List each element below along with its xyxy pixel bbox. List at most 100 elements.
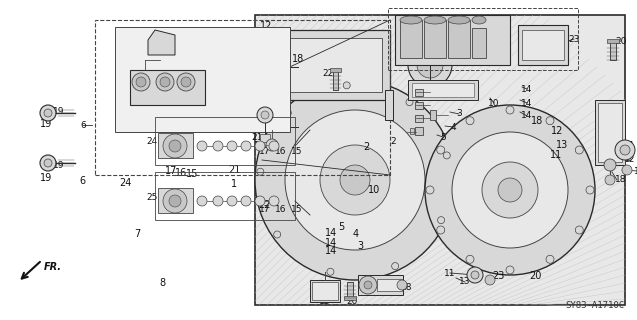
Bar (472, 28, 486, 58)
Bar (330, 68, 341, 72)
Circle shape (343, 82, 350, 89)
Bar (598, 103, 622, 162)
Text: 8: 8 (159, 278, 166, 288)
Text: 15: 15 (186, 98, 199, 108)
Text: 24: 24 (147, 137, 157, 146)
Bar (408, 80, 478, 100)
Text: 4: 4 (352, 228, 359, 239)
Text: 1: 1 (231, 179, 238, 189)
Bar (260, 134, 270, 142)
Text: 11: 11 (444, 268, 455, 277)
Circle shape (327, 268, 334, 275)
Circle shape (132, 73, 150, 91)
Text: 24: 24 (119, 178, 132, 188)
Circle shape (257, 168, 264, 175)
Text: 12: 12 (319, 298, 331, 307)
Bar (522, 30, 564, 60)
Circle shape (40, 155, 56, 171)
Circle shape (261, 111, 269, 119)
Text: 15: 15 (291, 148, 303, 156)
Text: 13: 13 (440, 33, 452, 43)
Circle shape (467, 267, 483, 283)
Circle shape (438, 217, 445, 224)
Circle shape (227, 196, 237, 206)
Circle shape (285, 110, 425, 250)
Circle shape (320, 145, 390, 215)
Bar (158, 133, 193, 158)
Circle shape (443, 152, 450, 159)
Text: 20: 20 (229, 52, 242, 62)
Text: 14: 14 (324, 237, 337, 248)
Circle shape (181, 77, 191, 87)
Text: 21: 21 (252, 132, 262, 141)
Circle shape (437, 146, 445, 154)
Circle shape (40, 105, 56, 121)
Circle shape (163, 189, 187, 213)
Text: 20: 20 (615, 36, 627, 45)
Bar (155, 117, 295, 165)
Bar (415, 127, 423, 135)
Bar (518, 25, 568, 65)
Text: 23: 23 (492, 271, 505, 281)
Text: 16: 16 (275, 148, 287, 156)
Circle shape (466, 255, 474, 263)
Bar (430, 110, 436, 120)
Text: 14: 14 (521, 99, 533, 108)
Circle shape (364, 281, 372, 289)
Text: 19: 19 (39, 172, 52, 183)
Circle shape (604, 159, 616, 171)
Circle shape (408, 43, 452, 87)
Circle shape (227, 141, 237, 151)
Text: 20: 20 (347, 297, 358, 306)
Circle shape (274, 231, 281, 238)
Text: 7: 7 (140, 52, 146, 61)
Bar (400, 20, 422, 58)
Bar (115, 27, 290, 132)
Text: 12: 12 (551, 125, 564, 136)
Text: SY83-A1710C: SY83-A1710C (566, 301, 625, 310)
Bar (385, 90, 393, 120)
Ellipse shape (400, 16, 422, 24)
Bar (410, 128, 414, 134)
Circle shape (426, 186, 434, 194)
Bar (255, 15, 625, 305)
Text: 5: 5 (338, 222, 345, 232)
Text: 15: 15 (186, 169, 199, 180)
Bar (278, 38, 382, 92)
Text: 10: 10 (368, 185, 381, 196)
Bar (95, 20, 390, 175)
Text: 14: 14 (324, 228, 337, 238)
Text: 13: 13 (634, 166, 637, 175)
Text: 16: 16 (175, 168, 188, 178)
Circle shape (485, 275, 495, 285)
Circle shape (255, 80, 455, 280)
Bar (155, 172, 295, 220)
Text: 3: 3 (456, 109, 462, 118)
Circle shape (169, 195, 181, 207)
Bar (312, 282, 338, 300)
Circle shape (269, 196, 279, 206)
Ellipse shape (424, 16, 446, 24)
Text: 21: 21 (228, 164, 241, 175)
Text: 18: 18 (401, 284, 413, 292)
Bar (333, 70, 338, 90)
Text: 19: 19 (39, 119, 52, 129)
Bar (270, 30, 390, 100)
Circle shape (266, 139, 278, 151)
Text: 17: 17 (259, 204, 271, 213)
Text: 23: 23 (568, 35, 580, 44)
Text: 25: 25 (147, 193, 158, 202)
Circle shape (213, 196, 223, 206)
Text: 22: 22 (258, 200, 271, 210)
Circle shape (163, 134, 187, 158)
Ellipse shape (472, 16, 486, 24)
Text: 12: 12 (260, 21, 273, 31)
Text: 5: 5 (440, 132, 446, 141)
Text: 14: 14 (521, 111, 533, 121)
Polygon shape (148, 30, 175, 55)
Circle shape (269, 141, 279, 151)
Text: 14: 14 (324, 246, 337, 256)
Bar (448, 20, 470, 58)
Text: 8: 8 (267, 62, 273, 71)
Bar (595, 100, 625, 165)
